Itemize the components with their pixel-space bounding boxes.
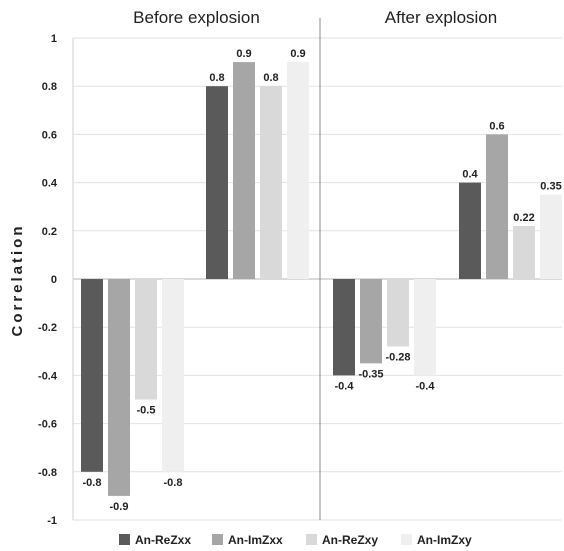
y-tick-label: -0.2: [38, 322, 57, 334]
bar: [387, 279, 409, 347]
y-tick-label: -1: [47, 515, 57, 527]
y-tick-label: -0.6: [38, 419, 57, 431]
data-label: -0.8: [83, 477, 102, 489]
y-axis-label: Correlation: [9, 223, 26, 336]
data-label: -0.28: [385, 351, 410, 363]
bar: [486, 134, 508, 279]
y-tick-label: 1: [51, 33, 57, 45]
bar: [233, 62, 255, 279]
legend-swatch: [306, 534, 317, 545]
y-tick-label: -0.4: [38, 370, 58, 382]
legend-label: An-ReZxy: [322, 533, 378, 547]
data-label: 0.35: [540, 181, 561, 193]
data-label: -0.35: [358, 368, 383, 380]
axis-layer: 1 0.8 0.6 0.4 0.2 0 -0.2 -0.4 -0.6 -0.8 -1: [38, 18, 321, 527]
data-label: -0.4: [416, 380, 436, 392]
bar: [260, 86, 282, 279]
bar: [459, 182, 481, 279]
bar: [360, 279, 382, 364]
data-label: 0.6: [489, 120, 504, 132]
bar: [513, 225, 535, 279]
y-tick-label: -0.8: [38, 467, 57, 479]
data-label: -0.5: [137, 405, 156, 417]
y-tick-label: 0.8: [42, 81, 57, 93]
bar: [287, 62, 309, 279]
bars-layer: [81, 62, 562, 496]
bar: [333, 279, 355, 376]
bar: [414, 279, 436, 376]
data-label: -0.8: [164, 477, 183, 489]
legend-label: An-ReZxx: [135, 533, 191, 547]
y-tick-label: 0.2: [42, 226, 57, 238]
legend-label: An-ImZxx: [228, 533, 283, 547]
legend-swatch: [401, 534, 412, 545]
data-label: 0.9: [236, 48, 251, 60]
y-tick-label: 0.6: [42, 129, 57, 141]
data-label: 0.4: [462, 169, 478, 181]
bar: [206, 86, 228, 279]
legend-swatch: [212, 534, 223, 545]
legend-label: An-ImZxy: [417, 533, 472, 547]
panel-title: After explosion: [385, 8, 497, 27]
bar: [108, 279, 130, 496]
data-label: 0.22: [513, 212, 534, 224]
data-label: -0.4: [335, 380, 355, 392]
data-label: 0.8: [209, 72, 224, 84]
data-label: -0.9: [110, 501, 129, 513]
panel-title: Before explosion: [133, 8, 260, 27]
y-tick-label: 0: [51, 274, 57, 286]
data-label: 0.9: [290, 48, 305, 60]
bar: [540, 194, 562, 279]
data-label: 0.8: [263, 72, 278, 84]
y-tick-label: 0.4: [42, 178, 58, 190]
legend: An-ReZxx An-ImZxx An-ReZxy An-ImZxy: [119, 533, 472, 547]
bar: [162, 279, 184, 472]
legend-swatch: [119, 534, 130, 545]
labels-layer: Before explosion -0.8 -0.9 -0.5 -0.8 0.8 0.9 0.…: [83, 8, 562, 513]
bar: [135, 279, 157, 400]
bar: [81, 279, 103, 472]
